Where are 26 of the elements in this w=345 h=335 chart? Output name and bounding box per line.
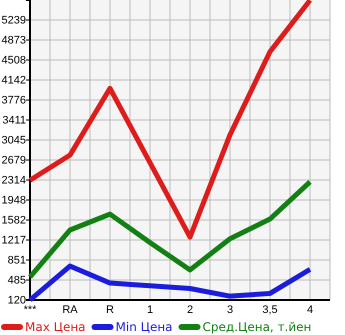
y-tick-label: 1217 xyxy=(2,234,26,247)
x-tick-label: R xyxy=(106,304,114,316)
y-tick-label: 5239 xyxy=(2,14,26,27)
x-tick-label: 3 xyxy=(226,304,234,316)
y-tick-label: 3045 xyxy=(2,134,26,147)
legend-label: Min Цена xyxy=(116,320,173,334)
y-tick-label: 120 xyxy=(8,294,26,307)
x-tick-label: 3,5 xyxy=(262,304,278,316)
y-tick-label: 2679 xyxy=(2,154,26,167)
legend-label: Сред.Цена, т.йен xyxy=(202,320,312,334)
x-tick-label: 4 xyxy=(306,304,314,316)
y-tick-label: 3776 xyxy=(2,94,26,107)
x-tick-label: 1 xyxy=(146,304,154,316)
y-tick-label: 4508 xyxy=(2,54,26,67)
y-tick-label: 851 xyxy=(8,254,26,267)
y-tick-label: 4873 xyxy=(2,34,26,47)
y-tick-label: 1948 xyxy=(2,194,26,207)
x-tick-label: RA xyxy=(62,304,78,316)
y-tick-label: 2314 xyxy=(2,174,26,187)
y-tick-label: 1582 xyxy=(2,214,26,227)
y-tick-label: 485 xyxy=(8,274,26,287)
y-tick-label: 3411 xyxy=(2,114,26,127)
x-tick-label: 2 xyxy=(186,304,194,316)
y-tick-label: 4142 xyxy=(2,74,26,87)
x-tick-label: *** xyxy=(24,304,38,316)
legend-label: Max Цена xyxy=(25,320,86,334)
